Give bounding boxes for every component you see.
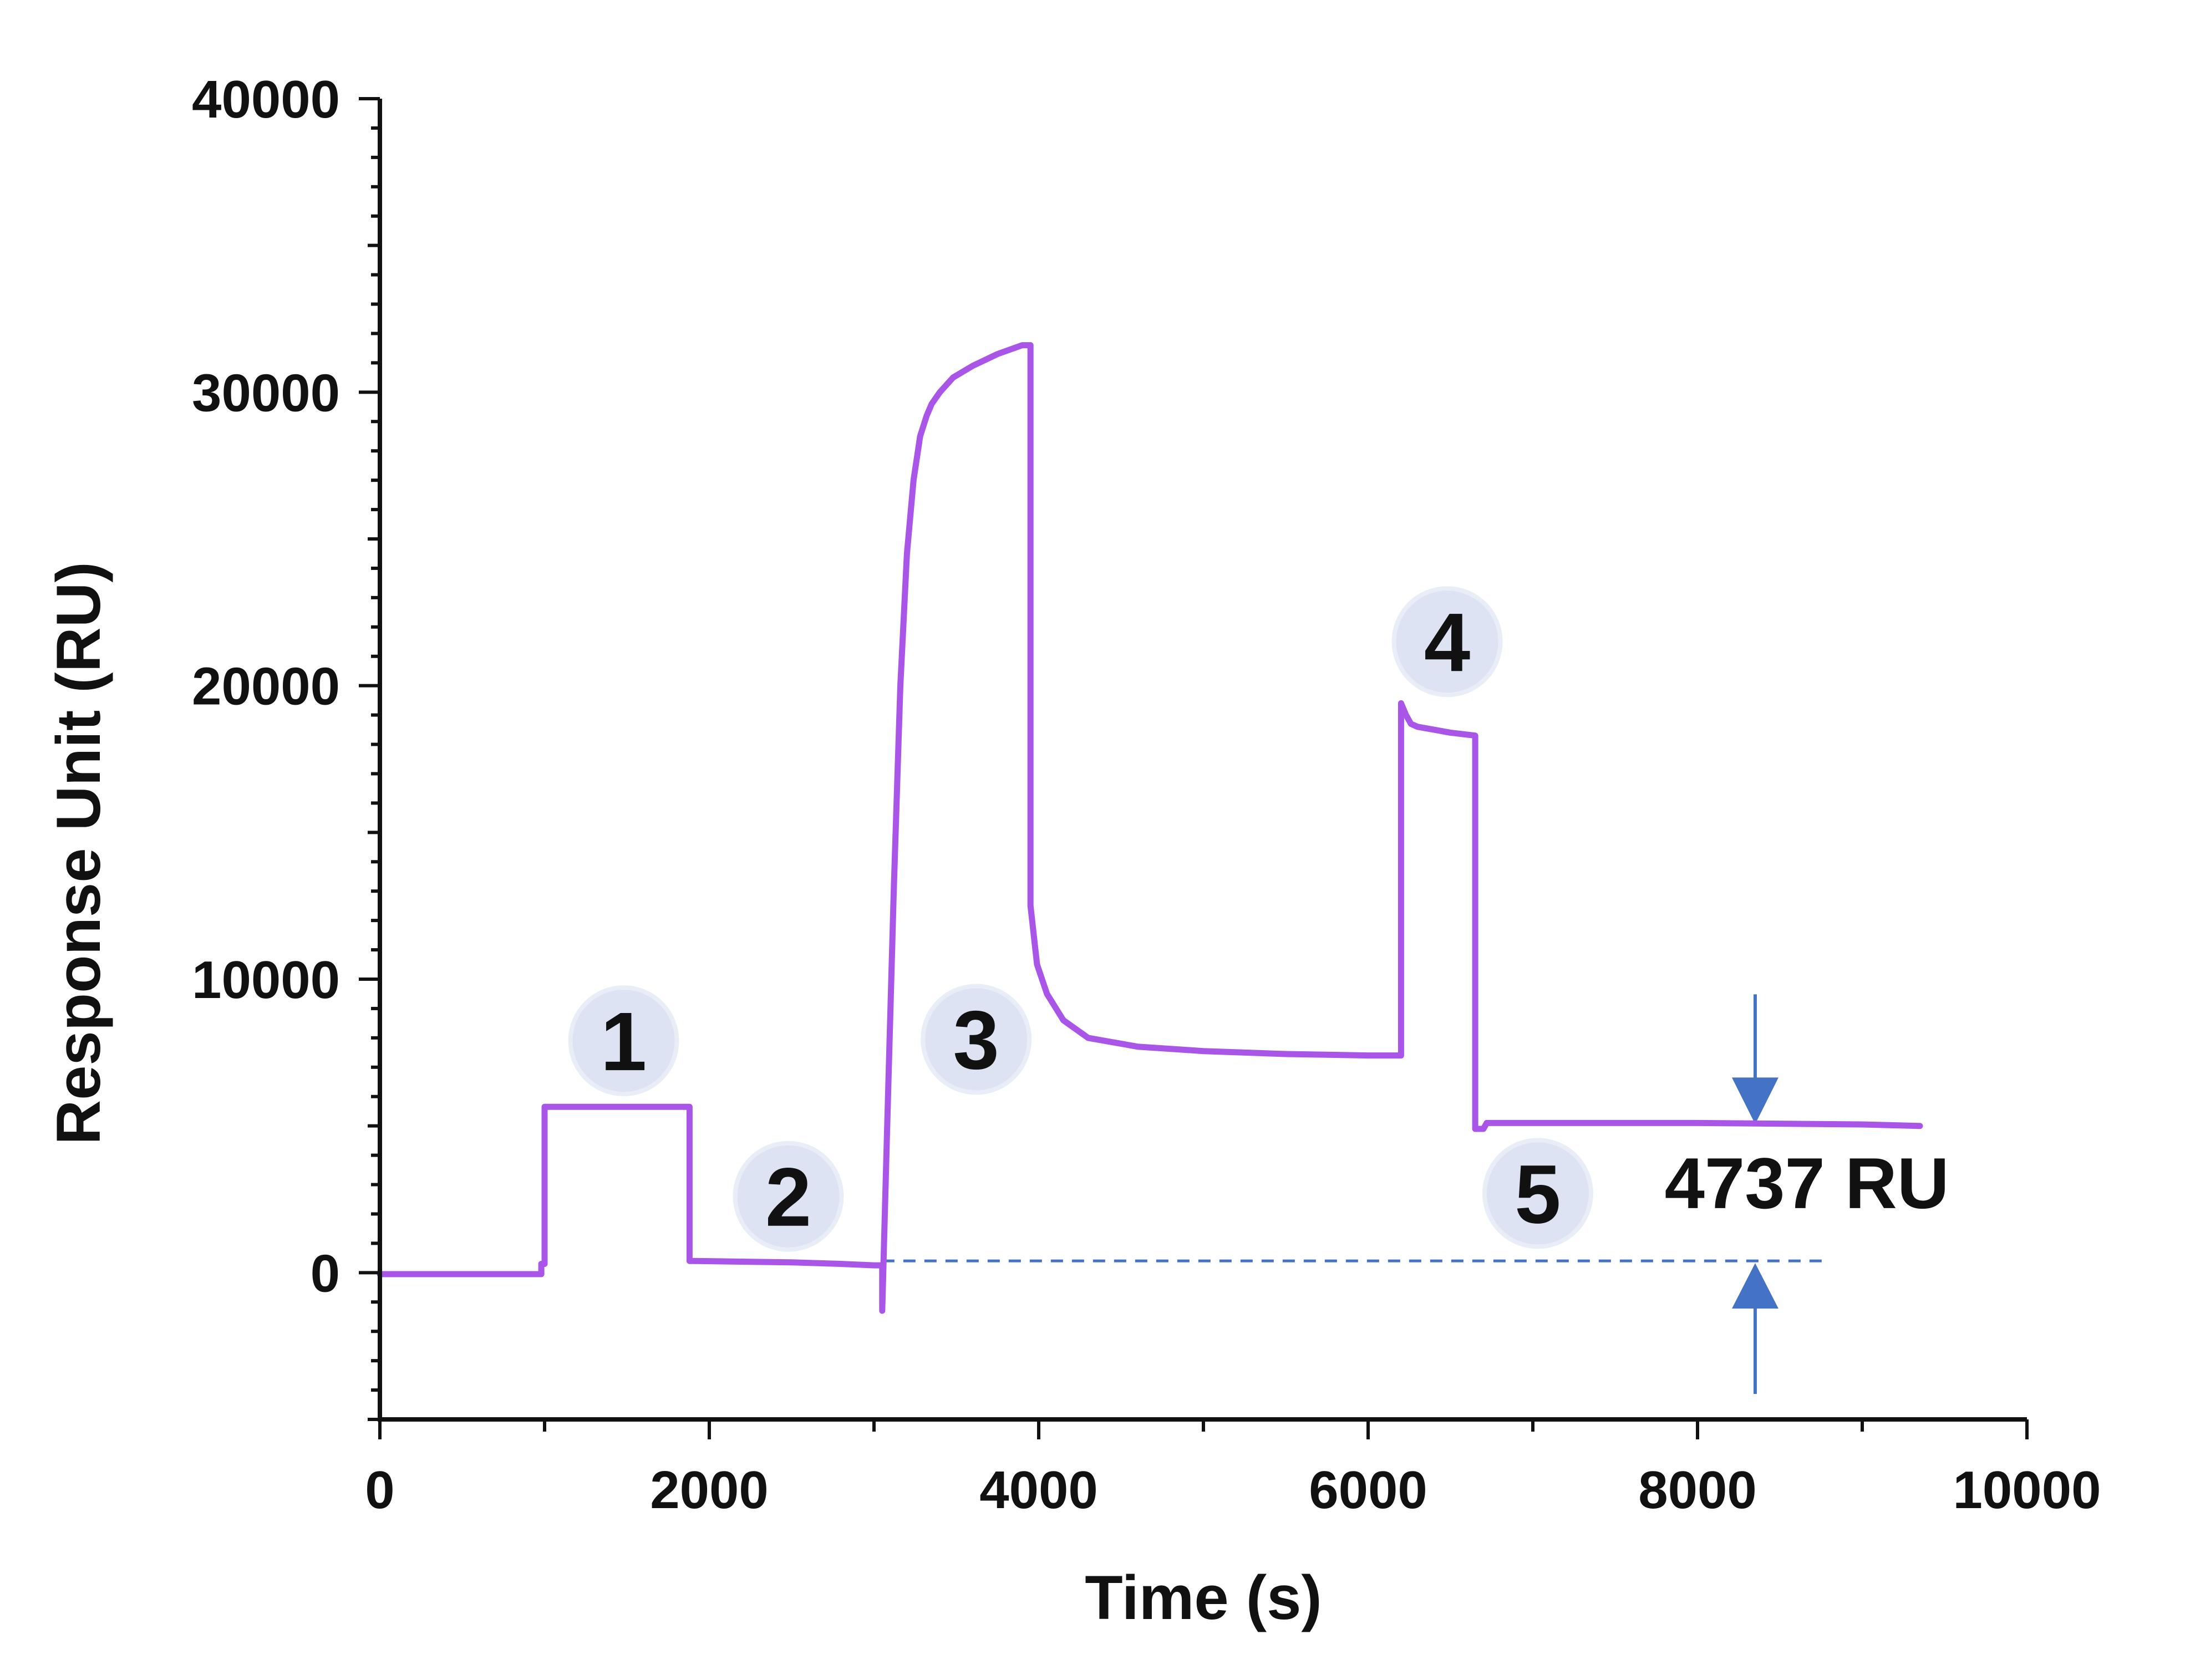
step-marker-label: 4	[1424, 595, 1470, 689]
step-marker-2: 2	[733, 1141, 844, 1252]
y-tick-label: 20000	[192, 657, 340, 716]
arrow-down-icon	[1731, 1077, 1779, 1124]
y-axis-ticks: 0 10000 20000 30000 40000	[192, 70, 380, 1421]
x-axis-title: Time (s)	[1085, 1563, 1322, 1632]
y-tick-label: 10000	[192, 950, 340, 1010]
step-marker-3: 3	[921, 984, 1032, 1095]
step-marker-circle	[1482, 1138, 1593, 1249]
axes-layer: 0 10000 20000 30000 40000 0 2000 4000 6000 8000 1…	[44, 70, 2101, 1632]
x-axis-ticks: 0 2000 4000 6000 8000 10000	[365, 1419, 2101, 1520]
arrow-up-icon	[1731, 1263, 1779, 1309]
difference-label: 4737 RU	[1665, 1143, 1949, 1224]
step-marker-circle	[733, 1141, 844, 1252]
step-marker-1: 1	[568, 985, 679, 1097]
y-tick-label: 0	[311, 1244, 340, 1303]
step-marker-label: 5	[1515, 1147, 1561, 1240]
annotations-layer: 4737 RU	[882, 994, 1949, 1394]
step-marker-circle	[1391, 586, 1503, 698]
step-marker-circle	[921, 984, 1032, 1095]
step-marker-4: 4	[1391, 586, 1503, 698]
step-marker-label: 3	[953, 994, 999, 1087]
sensorgram-line	[377, 342, 1923, 1314]
series-layer	[377, 342, 1923, 1314]
x-tick-label: 10000	[1953, 1460, 2101, 1520]
y-axis-title: Response Unit (RU)	[44, 562, 113, 1145]
x-tick-label: 0	[365, 1460, 394, 1520]
step-marker-label: 1	[601, 995, 647, 1088]
x-tick-label: 8000	[1638, 1460, 1757, 1520]
step-marker-5: 5	[1482, 1138, 1593, 1249]
y-tick-label: 30000	[192, 363, 340, 422]
x-tick-label: 4000	[979, 1460, 1098, 1520]
step-marker-label: 2	[765, 1150, 811, 1244]
step-markers: 1 2 3 4 5	[568, 586, 1593, 1252]
x-tick-label: 2000	[650, 1460, 769, 1520]
x-tick-label: 6000	[1309, 1460, 1427, 1520]
step-marker-circle	[568, 985, 679, 1097]
y-tick-label: 40000	[192, 70, 340, 129]
